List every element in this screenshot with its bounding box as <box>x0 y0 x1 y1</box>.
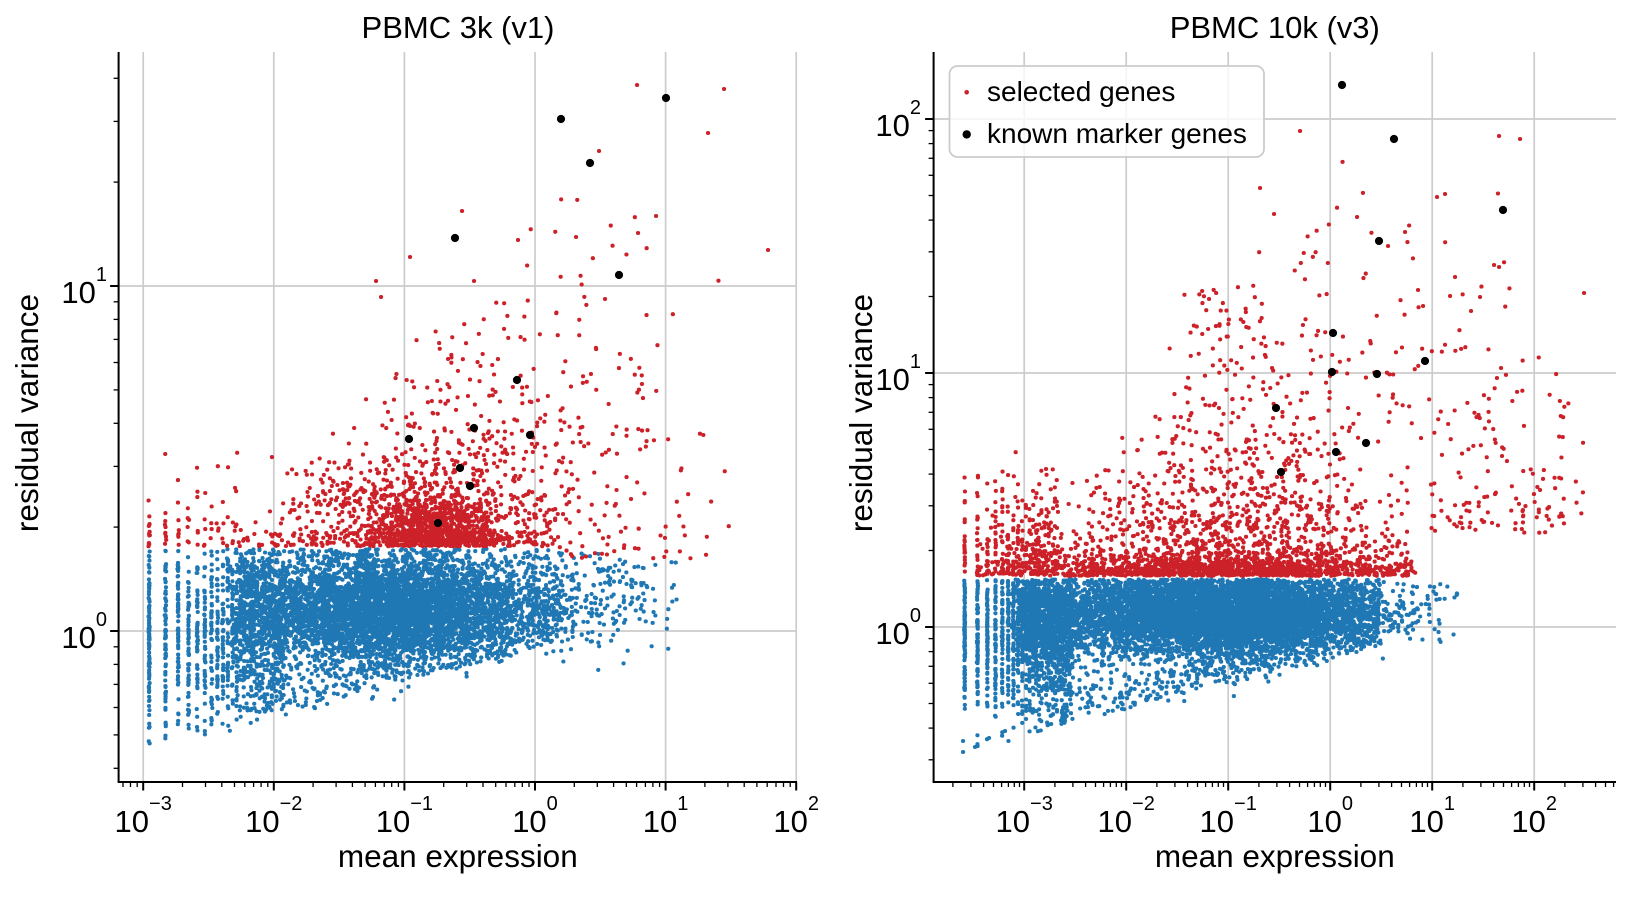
svg-text:PBMC 3k (v1): PBMC 3k (v1) <box>362 10 555 45</box>
svg-text:residual variance: residual variance <box>843 294 879 532</box>
svg-text:selected genes: selected genes <box>987 76 1175 107</box>
svg-text:known marker genes: known marker genes <box>987 118 1247 149</box>
svg-text:residual variance: residual variance <box>9 294 45 532</box>
svg-text:mean expression: mean expression <box>1155 838 1395 874</box>
svg-text:PBMC 10k (v3): PBMC 10k (v3) <box>1170 10 1380 45</box>
svg-text:mean expression: mean expression <box>338 838 578 874</box>
